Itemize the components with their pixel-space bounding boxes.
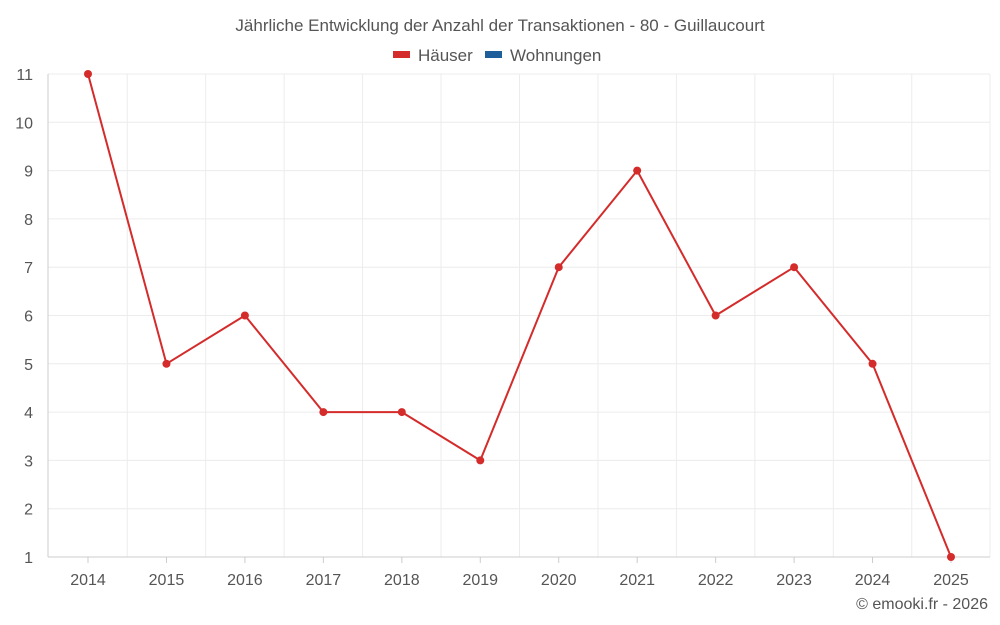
legend-item-haeuser[interactable]: Häuser [393, 46, 473, 65]
data-point[interactable] [476, 456, 485, 465]
data-point[interactable] [319, 408, 328, 417]
legend: Häuser Wohnungen [393, 46, 601, 65]
legend-label-haeuser: Häuser [418, 46, 473, 65]
axes: 1 2 3 4 5 6 7 8 9 10 11 2014 2015 2016 2017 2018 2019 202… [15, 67, 990, 589]
y-tick-label: 3 [24, 453, 33, 470]
chart-title: Jährliche Entwicklung der Anzahl der Tra… [235, 16, 764, 35]
x-tick-label: 2025 [933, 572, 969, 589]
y-tick-label: 11 [16, 67, 33, 84]
x-tick-label: 2019 [462, 572, 498, 589]
y-tick-label: 9 [24, 164, 33, 181]
x-tick-label: 2014 [70, 572, 106, 589]
y-tick-label: 7 [24, 260, 33, 277]
data-point[interactable] [397, 408, 406, 417]
data-point[interactable] [554, 263, 563, 272]
data-point[interactable] [790, 263, 799, 272]
series [84, 70, 955, 561]
y-tick-label: 6 [24, 309, 33, 326]
legend-item-wohnungen[interactable]: Wohnungen [485, 46, 601, 65]
x-tick-label: 2020 [541, 572, 577, 589]
x-tick-label: 2016 [227, 572, 263, 589]
x-tick-label: 2024 [855, 572, 891, 589]
x-tick-label: 2022 [698, 572, 734, 589]
data-point[interactable] [633, 166, 642, 175]
legend-swatch-haeuser [393, 51, 410, 58]
y-tick-label: 2 [24, 502, 33, 519]
x-tick-label: 2023 [776, 572, 812, 589]
data-point[interactable] [240, 311, 249, 320]
y-tick-label: 1 [24, 550, 33, 567]
y-tick-label: 5 [24, 357, 33, 374]
y-tick-label: 10 [15, 115, 33, 132]
x-tick-label: 2021 [619, 572, 655, 589]
x-tick-label: 2015 [149, 572, 185, 589]
y-tick-label: 4 [24, 405, 33, 422]
legend-swatch-wohnungen [485, 51, 502, 58]
x-tick-label: 2018 [384, 572, 420, 589]
data-point[interactable] [162, 359, 171, 368]
x-tick-label: 2017 [306, 572, 342, 589]
credit-text: © emooki.fr - 2026 [856, 596, 988, 613]
y-tick-label: 8 [24, 212, 33, 229]
grid [48, 73, 991, 557]
series-line-0 [87, 73, 952, 558]
data-point[interactable] [868, 359, 877, 368]
legend-label-wohnungen: Wohnungen [510, 46, 601, 65]
data-point[interactable] [84, 70, 92, 78]
data-point[interactable] [711, 311, 720, 320]
data-point[interactable] [947, 553, 955, 561]
